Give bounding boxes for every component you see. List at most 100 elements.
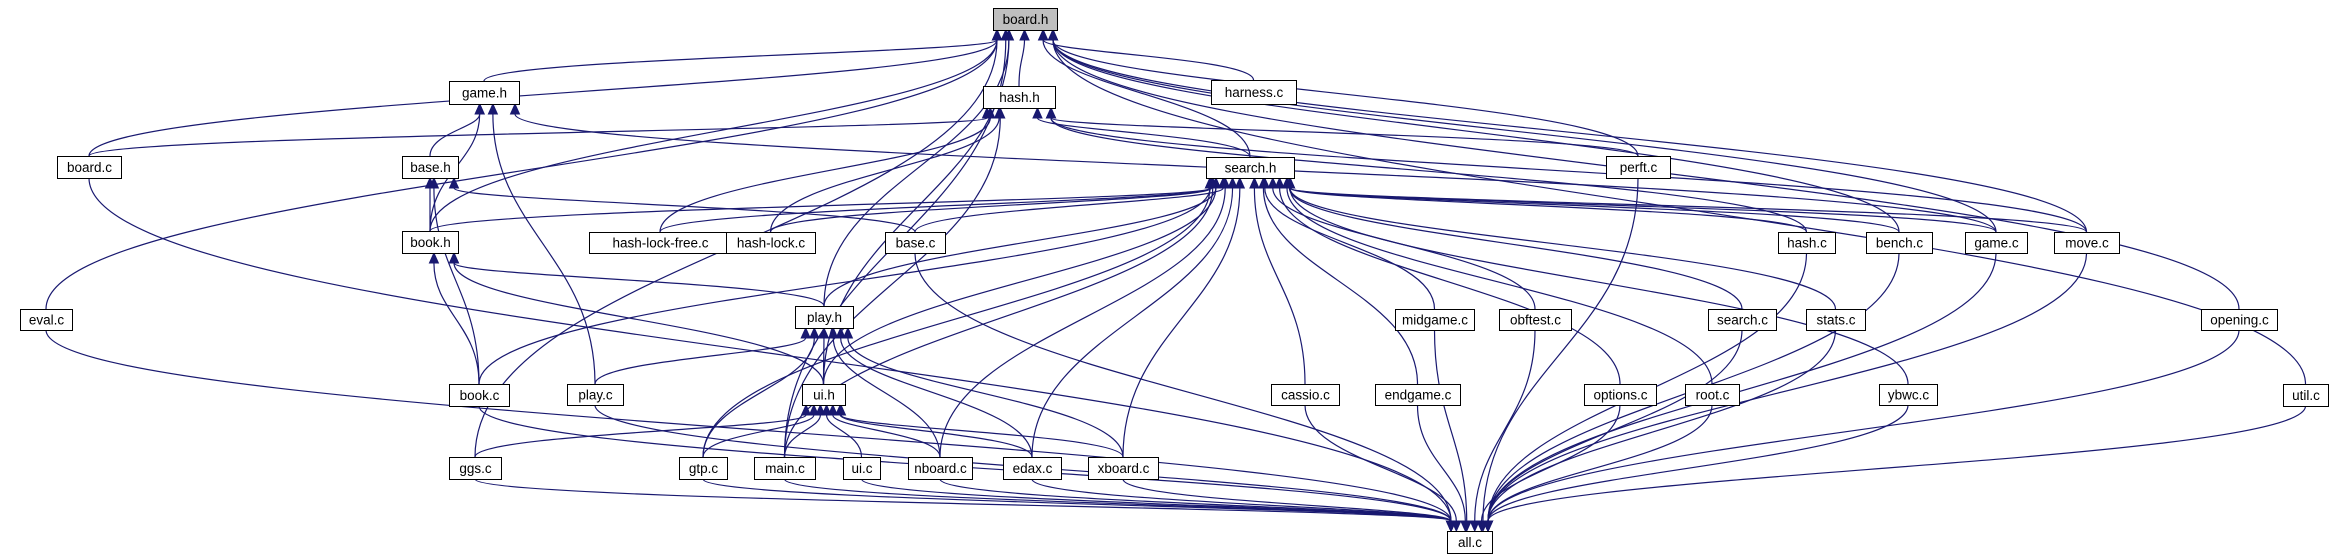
edge-main_c-to-ui_h bbox=[783, 414, 821, 458]
arrowhead-ui_h-to-play_h bbox=[818, 326, 830, 339]
edge-game_h-to-board_h bbox=[483, 39, 998, 82]
node-book-c[interactable]: book.c bbox=[449, 384, 510, 407]
node-root-c[interactable]: root.c bbox=[1685, 384, 1740, 406]
edge-perft_c-to-board_h bbox=[1052, 39, 1639, 157]
node-options-c[interactable]: options.c bbox=[1584, 384, 1657, 406]
node-board-c[interactable]: board.c bbox=[57, 156, 122, 179]
node-board-h[interactable]: board.h bbox=[993, 8, 1058, 31]
arrowhead-search_h-to-board_h bbox=[1037, 28, 1049, 41]
node-box bbox=[726, 232, 816, 254]
node-box bbox=[1606, 156, 1671, 179]
edge-xboard_c-to-all_c bbox=[1122, 478, 1452, 522]
node-stats-c[interactable]: stats.c bbox=[1806, 309, 1866, 331]
node-perft-c[interactable]: perft.c bbox=[1606, 156, 1671, 179]
node-util-c[interactable]: util.c bbox=[2283, 384, 2329, 407]
node-eval-c[interactable]: eval.c bbox=[20, 309, 73, 331]
node-game-h[interactable]: game.h bbox=[449, 81, 520, 105]
edge-move_c-to-all_c bbox=[1487, 252, 2088, 522]
node-edax-c[interactable]: edax.c bbox=[1003, 457, 1062, 480]
node-box bbox=[1088, 457, 1159, 480]
edge-board_c-to-board_h bbox=[88, 39, 998, 157]
node-main-c[interactable]: main.c bbox=[754, 457, 816, 480]
node-bench-c[interactable]: bench.c bbox=[1866, 232, 1933, 254]
node-label: nboard.c bbox=[914, 461, 967, 476]
edge-ui_c-to-ui_h bbox=[825, 414, 863, 458]
node-label: game.h bbox=[462, 86, 507, 101]
node-play-h[interactable]: play.h bbox=[795, 306, 854, 329]
node-label: move.c bbox=[2065, 236, 2109, 251]
node-endgame-c[interactable]: endgame.c bbox=[1375, 384, 1461, 406]
node-label: board.h bbox=[1003, 12, 1049, 27]
node-box bbox=[1375, 384, 1461, 406]
edge-eval_c-to-board_h bbox=[45, 39, 998, 310]
node-label: options.c bbox=[1593, 388, 1647, 403]
node-hl-c[interactable]: hash-lock.c bbox=[726, 232, 816, 254]
arrowhead-book_h-to-game_h bbox=[474, 102, 485, 115]
node-box bbox=[843, 457, 881, 480]
node-box bbox=[1806, 309, 1866, 331]
node-search-h[interactable]: search.h bbox=[1206, 157, 1295, 179]
node-label: hash.h bbox=[999, 90, 1040, 105]
node-all-c[interactable]: all.c bbox=[1447, 531, 1493, 554]
node-move-c[interactable]: move.c bbox=[2054, 232, 2120, 254]
arrowhead-cassio_c-to-all_c bbox=[1451, 520, 1462, 533]
node-label: hash.c bbox=[1787, 236, 1827, 251]
node-base-h[interactable]: base.h bbox=[402, 156, 459, 179]
node-box bbox=[449, 81, 520, 105]
node-box bbox=[2201, 309, 2278, 331]
node-box bbox=[1685, 384, 1740, 406]
node-play-c[interactable]: play.c bbox=[567, 384, 624, 406]
node-gtp-c[interactable]: gtp.c bbox=[679, 457, 728, 480]
node-base-c[interactable]: base.c bbox=[885, 232, 946, 254]
node-obftest-c[interactable]: obftest.c bbox=[1499, 309, 1572, 331]
arrowhead-endgame_c-to-search_h bbox=[1258, 176, 1269, 189]
node-ui-c[interactable]: ui.c bbox=[843, 457, 881, 480]
arrowhead-xboard_c-to-search_h bbox=[1234, 176, 1246, 189]
node-midgame-c[interactable]: midgame.c bbox=[1395, 309, 1475, 331]
node-label: midgame.c bbox=[1402, 313, 1468, 328]
edge-edax_c-to-all_c bbox=[1031, 478, 1452, 522]
node-hlf-c[interactable]: hash-lock-free.c bbox=[589, 232, 732, 254]
node-harness-c[interactable]: harness.c bbox=[1211, 80, 1297, 105]
edge-search_c-to-search_h bbox=[1288, 187, 1743, 310]
arrowhead-ui_h-to-book_h bbox=[448, 251, 460, 264]
node-xboard-c[interactable]: xboard.c bbox=[1088, 457, 1159, 480]
node-book-h[interactable]: book.h bbox=[402, 231, 459, 254]
node-hash-c[interactable]: hash.c bbox=[1778, 232, 1836, 254]
arrowhead-move_c-to-hash_h bbox=[1045, 106, 1057, 119]
node-search-c[interactable]: search.c bbox=[1708, 309, 1777, 331]
node-box bbox=[57, 156, 122, 179]
edge-book_c-to-search_h bbox=[478, 187, 1211, 385]
edge-xboard_c-to-play_h bbox=[847, 337, 1124, 458]
node-ui-h[interactable]: ui.h bbox=[802, 384, 846, 406]
node-nboard-c[interactable]: nboard.c bbox=[908, 457, 973, 480]
node-label: cassio.c bbox=[1281, 388, 1330, 403]
edge-ggs_c-to-ui_h bbox=[474, 414, 807, 458]
node-opening-c[interactable]: opening.c bbox=[2201, 309, 2278, 331]
node-ybwc-c[interactable]: ybwc.c bbox=[1879, 384, 1938, 406]
arrowhead-base_c-to-base_h bbox=[448, 176, 460, 189]
arrowhead-main_c-to-search_h bbox=[1207, 176, 1219, 189]
node-cassio-c[interactable]: cassio.c bbox=[1271, 384, 1340, 406]
node-game-c[interactable]: game.c bbox=[1965, 232, 2028, 254]
arrowhead-hash_h-to-board_h bbox=[1019, 28, 1030, 41]
node-label: perft.c bbox=[1620, 160, 1658, 175]
edge-play_h-to-search_h bbox=[823, 187, 1217, 307]
node-label: eval.c bbox=[29, 313, 65, 328]
node-box bbox=[20, 309, 73, 331]
edge-move_c-to-board_h bbox=[1052, 39, 2088, 233]
node-hash-h[interactable]: hash.h bbox=[983, 86, 1056, 109]
node-box bbox=[885, 232, 946, 254]
arrowhead-nboard_c-to-ui_h bbox=[827, 403, 839, 416]
edge-ui_h-to-book_h bbox=[453, 262, 825, 385]
arrowhead-ybwc_c-to-search_h bbox=[1284, 176, 1296, 189]
edge-edax_c-to-play_h bbox=[840, 337, 1033, 458]
node-box bbox=[1866, 232, 1933, 254]
arrowhead-obftest_c-to-search_h bbox=[1267, 176, 1279, 189]
node-ggs-c[interactable]: ggs.c bbox=[449, 457, 502, 480]
arrowhead-gtp_c-to-ui_h bbox=[808, 403, 820, 416]
edge-play_c-to-play_h bbox=[594, 337, 807, 385]
arrowhead-hlf_c-to-hash_h bbox=[985, 106, 996, 119]
node-label: gtp.c bbox=[689, 461, 719, 476]
node-label: endgame.c bbox=[1385, 388, 1452, 403]
